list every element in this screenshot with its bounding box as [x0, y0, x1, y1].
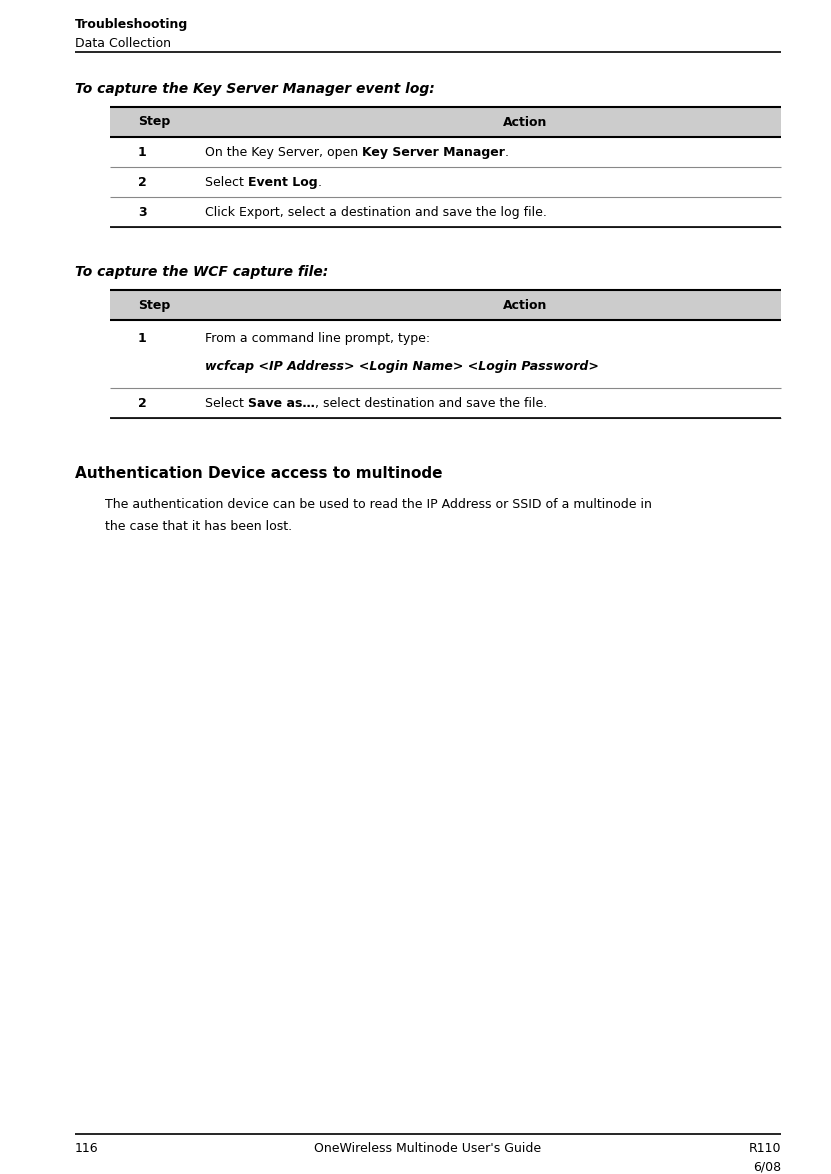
Text: From a command line prompt, type:: From a command line prompt, type: — [205, 332, 430, 345]
Bar — [110, 290, 781, 321]
Text: Step: Step — [138, 298, 170, 311]
Text: Step: Step — [138, 115, 170, 128]
Text: 3: 3 — [138, 205, 146, 218]
Text: Action: Action — [504, 298, 548, 311]
Text: Authentication Device access to multinode: Authentication Device access to multinod… — [75, 466, 442, 481]
Text: 2: 2 — [138, 175, 147, 189]
Text: .: . — [505, 146, 509, 158]
Text: R110: R110 — [749, 1142, 781, 1155]
Text: .: . — [317, 175, 322, 189]
Text: Click Export, select a destination and save the log file.: Click Export, select a destination and s… — [205, 205, 547, 218]
Text: Key Server Manager: Key Server Manager — [362, 146, 505, 158]
Text: Troubleshooting: Troubleshooting — [75, 18, 189, 31]
Text: Data Collection: Data Collection — [75, 38, 171, 50]
Text: Action: Action — [504, 115, 548, 128]
Text: the case that it has been lost.: the case that it has been lost. — [105, 520, 293, 533]
Text: OneWireless Multinode User's Guide: OneWireless Multinode User's Guide — [314, 1142, 542, 1155]
Text: , select destination and save the file.: , select destination and save the file. — [315, 397, 547, 410]
Bar — [110, 107, 781, 137]
Text: On the Key Server, open: On the Key Server, open — [205, 146, 362, 158]
Text: 2: 2 — [138, 397, 147, 410]
Text: Select: Select — [205, 397, 248, 410]
Text: To capture the WCF capture file:: To capture the WCF capture file: — [75, 265, 328, 279]
Text: 1: 1 — [138, 146, 147, 158]
Text: To capture the Key Server Manager event log:: To capture the Key Server Manager event … — [75, 82, 435, 96]
Text: wcfcap <IP Address> <Login Name> <Login Password>: wcfcap <IP Address> <Login Name> <Login … — [205, 360, 599, 373]
Text: Event Log: Event Log — [248, 175, 317, 189]
Text: Select: Select — [205, 175, 248, 189]
Text: Save as…: Save as… — [248, 397, 315, 410]
Text: 6/08: 6/08 — [753, 1160, 781, 1173]
Text: The authentication device can be used to read the IP Address or SSID of a multin: The authentication device can be used to… — [105, 498, 652, 511]
Text: 116: 116 — [75, 1142, 99, 1155]
Text: 1: 1 — [138, 331, 147, 344]
